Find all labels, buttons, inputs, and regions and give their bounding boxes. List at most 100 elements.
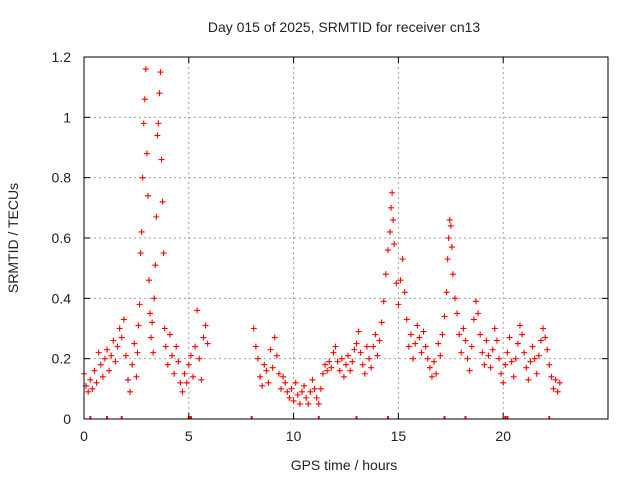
data-point (133, 373, 140, 380)
chart-title: Day 015 of 2025, SRMTID for receiver cn1… (208, 19, 481, 35)
data-point (343, 361, 349, 368)
data-points (81, 66, 563, 407)
y-tick-label: 0.2 (52, 351, 72, 367)
data-point (95, 349, 102, 356)
data-point (252, 343, 259, 350)
data-point (435, 340, 442, 347)
data-point (388, 204, 395, 211)
data-point (85, 388, 92, 395)
data-point (284, 388, 291, 395)
x-tick-label: 5 (185, 428, 193, 444)
data-point (361, 370, 368, 377)
data-point (152, 262, 159, 269)
data-point (456, 331, 463, 338)
data-point (444, 256, 451, 263)
data-point (280, 373, 287, 380)
data-point (349, 358, 356, 365)
data-point (483, 337, 490, 344)
data-point (546, 361, 553, 368)
data-point (305, 400, 312, 407)
data-point (416, 334, 423, 341)
data-point (326, 358, 333, 365)
data-point (390, 216, 397, 223)
data-point (399, 256, 406, 263)
data-point (317, 385, 324, 392)
data-point (160, 250, 167, 257)
data-point (106, 367, 113, 374)
data-point (422, 343, 429, 350)
data-point (512, 355, 519, 362)
data-point (148, 334, 155, 341)
data-point (407, 331, 414, 338)
data-point (179, 388, 186, 395)
data-point (137, 250, 144, 257)
data-point (125, 376, 132, 383)
data-point (355, 328, 362, 335)
data-point (101, 355, 108, 362)
data-point (159, 198, 166, 205)
data-point (147, 310, 154, 317)
data-point (156, 90, 163, 97)
data-point (135, 322, 142, 329)
data-point (508, 358, 515, 365)
data-point (104, 346, 111, 353)
data-point (200, 334, 207, 341)
data-point (493, 337, 500, 344)
data-point (405, 343, 412, 350)
data-point (531, 355, 538, 362)
data-point (91, 367, 98, 374)
data-point (485, 352, 492, 359)
data-point (298, 388, 305, 395)
data-point (368, 364, 375, 371)
y-tick-label: 0 (63, 411, 71, 427)
y-tick-label: 0.8 (52, 170, 72, 186)
data-point (155, 120, 162, 127)
data-point (127, 388, 134, 395)
data-point (372, 331, 379, 338)
data-point (523, 364, 530, 371)
data-point (161, 325, 168, 332)
data-point (366, 355, 373, 362)
data-point (374, 352, 381, 359)
data-point (143, 150, 150, 157)
data-point (87, 376, 94, 383)
data-point (426, 364, 433, 371)
data-point (154, 132, 161, 139)
data-point (120, 316, 127, 323)
data-point (141, 96, 148, 103)
data-point (496, 355, 503, 362)
data-point (324, 367, 331, 374)
data-point (516, 322, 523, 329)
data-point (451, 295, 458, 302)
data-point (267, 346, 274, 353)
x-tick-label: 20 (495, 428, 511, 444)
data-point (437, 352, 444, 359)
data-point (129, 361, 136, 368)
data-point (261, 361, 268, 368)
data-point (491, 325, 498, 332)
data-point (449, 271, 456, 278)
data-point (403, 316, 410, 323)
data-point (162, 343, 169, 350)
data-point (330, 349, 337, 356)
data-point (173, 343, 180, 350)
data-point (301, 382, 308, 389)
data-point (265, 379, 272, 386)
x-tick-label: 0 (80, 428, 88, 444)
data-point (468, 343, 475, 350)
data-point (144, 192, 151, 199)
data-point (464, 355, 471, 362)
data-point (424, 355, 431, 362)
data-point (136, 301, 143, 308)
data-point (552, 376, 559, 383)
data-point (428, 373, 435, 380)
data-point (151, 295, 158, 302)
data-point (250, 325, 257, 332)
data-point (338, 355, 345, 362)
data-point (345, 352, 352, 359)
data-point (169, 352, 176, 359)
data-point (157, 69, 164, 76)
data-point (489, 346, 496, 353)
